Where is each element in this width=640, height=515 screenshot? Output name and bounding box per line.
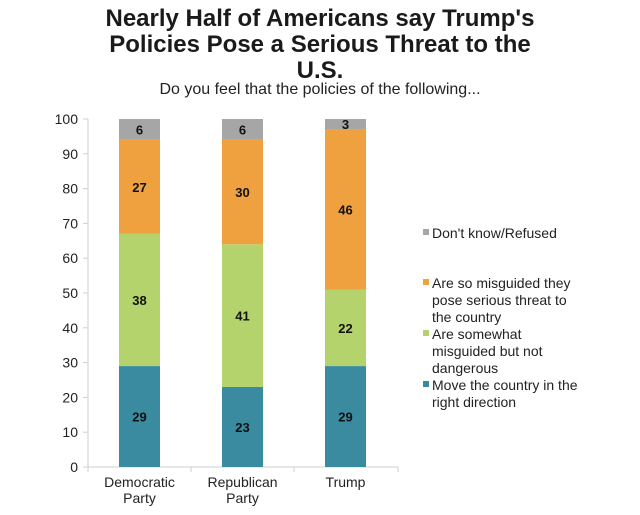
legend-swatch (423, 229, 429, 235)
data-label: 3 (342, 117, 349, 132)
data-label: 27 (132, 180, 146, 195)
x-category-label: Party (123, 490, 156, 506)
y-tick-label: 90 (62, 146, 78, 162)
data-label: 6 (136, 122, 143, 137)
bar-segment (119, 119, 160, 140)
y-tick-label: 20 (62, 389, 78, 405)
chart-title-line: U.S. (296, 57, 344, 84)
data-label: 46 (338, 202, 352, 217)
x-category-label: Democratic (104, 474, 175, 490)
x-category-label: Party (226, 490, 259, 506)
bar-segment (325, 129, 366, 290)
data-label: 30 (235, 185, 249, 200)
data-label: 38 (132, 293, 146, 308)
bar-segment (325, 289, 366, 367)
legend-swatch (423, 330, 429, 336)
chart-title: Nearly Half of Americans say Trump's Pol… (0, 6, 640, 84)
y-tick-label: 40 (62, 320, 78, 336)
bar-segment (325, 119, 366, 130)
bar-segment (119, 233, 160, 367)
y-tick-label: 70 (62, 215, 78, 231)
x-category-label: Republican (207, 474, 277, 490)
data-label: 29 (338, 410, 352, 425)
bar-segment (325, 366, 366, 467)
legend-label: Are somewhat misguided but not dangerous (432, 326, 543, 376)
y-tick-label: 10 (62, 424, 78, 440)
bar-segment (222, 386, 263, 467)
legend-label: Don't know/Refused (432, 225, 557, 241)
legend-label: Are so misguided they pose serious threat… (432, 275, 571, 325)
bar-segment (119, 366, 160, 467)
y-tick-label: 100 (55, 111, 79, 127)
bar-segment (222, 119, 263, 140)
y-tick-label: 50 (62, 285, 78, 301)
y-tick-label: 0 (70, 459, 78, 475)
y-tick-label: 30 (62, 355, 78, 371)
chart-title-line: Nearly Half of Americans say Trump's (105, 5, 535, 32)
chart-title-line: Policies Pose a Serious Threat to the (109, 31, 531, 58)
legend-swatch (423, 381, 429, 387)
data-label: 23 (235, 420, 249, 435)
data-label: 29 (132, 410, 146, 425)
bar-segment (222, 244, 263, 387)
legend-label: Move the country in the right direction (432, 377, 578, 410)
bar-segment (222, 139, 263, 245)
legend-swatch (423, 279, 429, 285)
y-tick-label: 80 (62, 181, 78, 197)
data-label: 22 (338, 321, 352, 336)
data-label: 6 (239, 122, 246, 137)
x-category-label: Trump (326, 474, 366, 490)
data-label: 41 (235, 309, 249, 324)
chart-subtitle: Do you feel that the policies of the fol… (159, 81, 481, 98)
y-tick-label: 60 (62, 250, 78, 266)
bar-segment (119, 139, 160, 234)
